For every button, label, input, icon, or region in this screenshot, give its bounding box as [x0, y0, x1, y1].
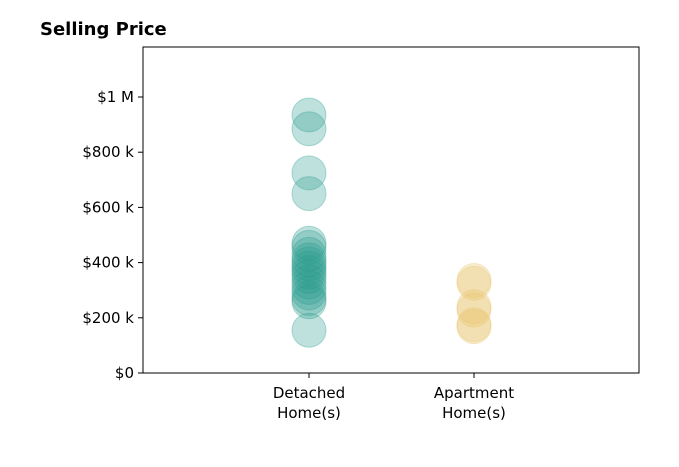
scatter-point	[291, 246, 327, 282]
x-tick-label: Apartment	[434, 384, 514, 402]
scatter-point	[291, 97, 327, 133]
scatter-point	[456, 309, 492, 345]
scatter-point	[291, 254, 327, 290]
scatter-point	[456, 292, 492, 328]
scatter-point	[291, 225, 327, 261]
x-tick-label: Home(s)	[442, 404, 506, 422]
scatter-point	[291, 176, 327, 212]
scatter-point	[456, 289, 492, 325]
scatter-point	[291, 312, 327, 348]
scatter-point	[291, 236, 327, 272]
y-tick-label: $800 k	[82, 143, 134, 161]
scatter-point	[291, 229, 327, 265]
scatter-point	[291, 269, 327, 305]
scatter-point	[456, 265, 492, 301]
scatter-point	[291, 280, 327, 316]
y-tick-label: $1 M	[97, 88, 134, 106]
y-tick-label: $0	[115, 364, 134, 382]
scatter-point	[456, 307, 492, 343]
points-layer	[291, 97, 492, 348]
y-axis: $0 $200 k $400 k $600 k $800 k $1 M	[82, 88, 143, 382]
scatter-point	[456, 263, 492, 299]
plot-frame	[142, 46, 640, 374]
chart-title: Selling Price	[40, 19, 167, 40]
scatter-point	[291, 250, 327, 286]
y-tick-label: $600 k	[82, 198, 134, 216]
y-tick-label: $400 k	[82, 254, 134, 272]
scatter-point	[291, 242, 327, 278]
y-tick-label: $200 k	[82, 309, 134, 327]
scatter-point	[291, 111, 327, 147]
scatter-point	[291, 258, 327, 294]
scatter-point	[291, 284, 327, 320]
scatter-point	[291, 264, 327, 300]
x-tick-label: Home(s)	[277, 404, 341, 422]
x-tick-label: Detached	[273, 384, 345, 402]
scatter-point	[291, 155, 327, 191]
scatter-point	[291, 275, 327, 311]
x-axis: Detached Home(s) Apartment Home(s)	[273, 373, 514, 422]
